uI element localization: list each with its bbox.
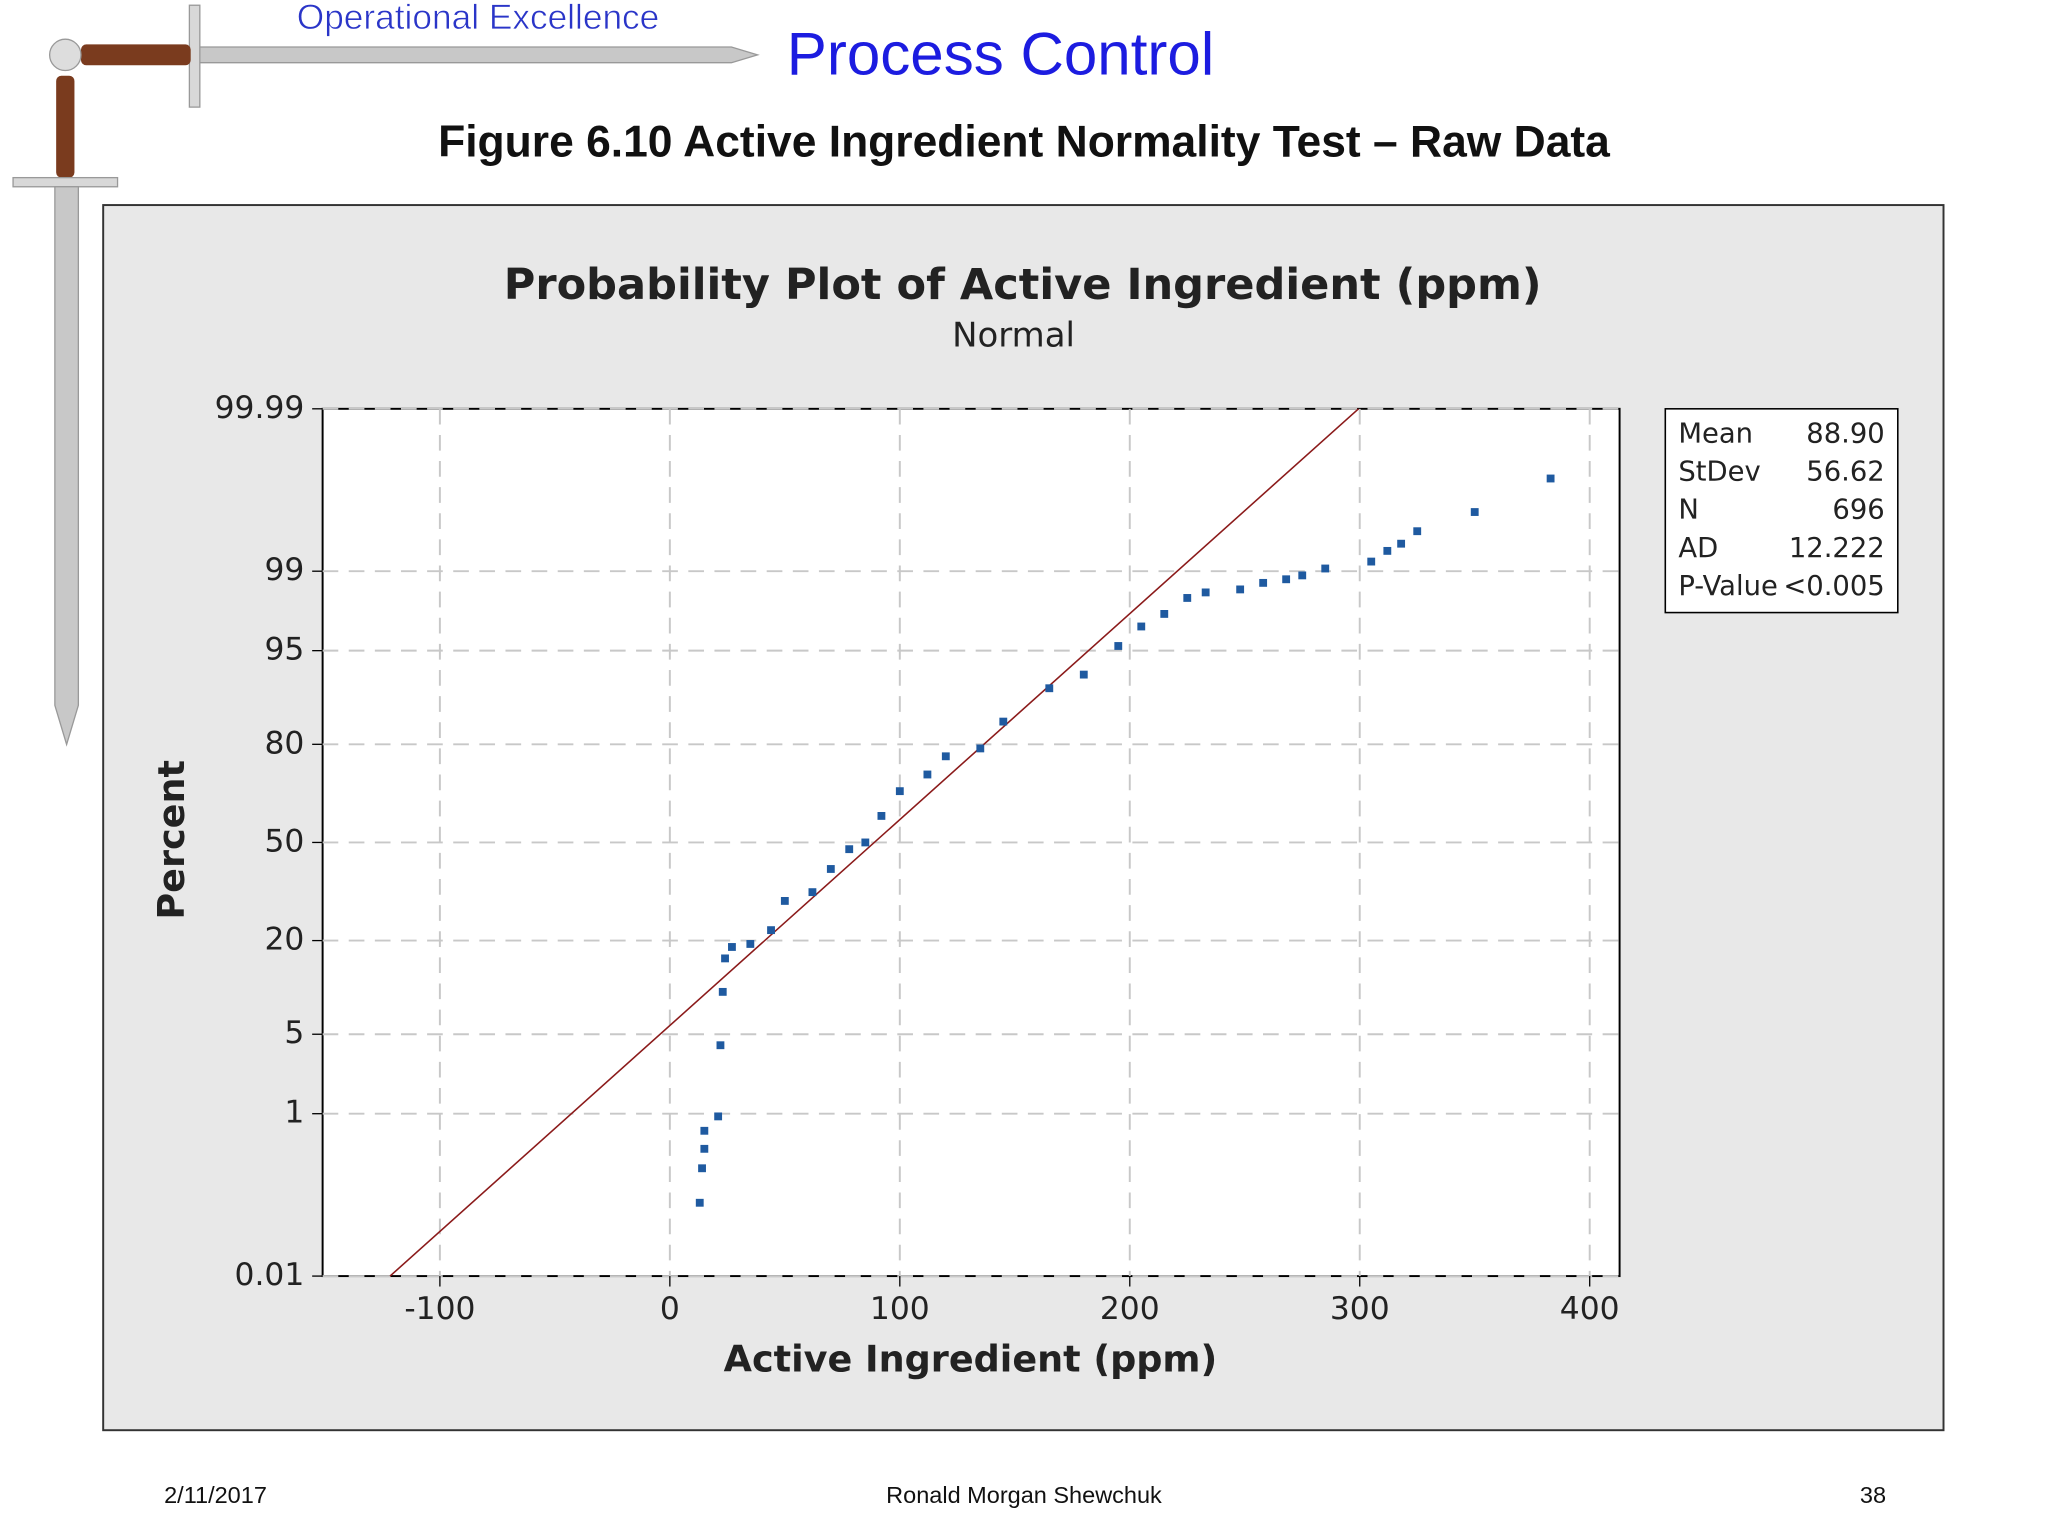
y-tick-label: 95	[264, 632, 304, 668]
x-tick-label: 200	[1100, 1291, 1160, 1327]
data-point	[700, 1126, 709, 1135]
data-point	[714, 1112, 723, 1121]
data-point	[999, 717, 1008, 726]
stat-name: AD	[1678, 533, 1718, 564]
slide-title: Process Control	[787, 21, 1214, 88]
figure-caption: Figure 6.10 Active Ingredient Normality …	[438, 118, 1610, 167]
data-point	[1321, 564, 1330, 573]
data-point	[1367, 557, 1376, 566]
data-point	[923, 770, 932, 779]
y-tick-label: 50	[264, 823, 304, 859]
stat-name: N	[1678, 495, 1699, 526]
data-point	[1201, 588, 1210, 597]
data-point	[1114, 642, 1123, 650]
y-axis-label: Percent	[150, 760, 193, 920]
data-point	[861, 838, 870, 847]
x-axis-label: Active Ingredient (ppm)	[724, 1337, 1218, 1380]
data-point	[1259, 578, 1268, 587]
data-point	[700, 1144, 709, 1153]
footer-author: Ronald Morgan Shewchuk	[886, 1482, 1162, 1508]
data-point	[746, 940, 755, 948]
chart-subtitle: Normal	[952, 315, 1075, 355]
data-point	[728, 943, 736, 951]
stat-value: 88.90	[1806, 418, 1884, 449]
data-point	[1045, 684, 1054, 693]
footer-page: 38	[1860, 1482, 1886, 1508]
footer-date: 2/11/2017	[164, 1482, 267, 1508]
data-point	[1160, 610, 1169, 618]
data-point	[895, 787, 904, 796]
y-tick-label: 80	[264, 725, 304, 761]
x-tick-label: 0	[660, 1291, 680, 1327]
stat-value: 56.62	[1806, 457, 1884, 488]
x-tick-label: 300	[1330, 1291, 1390, 1327]
data-point	[698, 1164, 706, 1173]
data-point	[695, 1198, 704, 1207]
brand: Operational Excellence	[297, 0, 660, 37]
data-point	[1282, 575, 1291, 584]
stat-value: 12.222	[1789, 533, 1885, 564]
y-tick-label: 99	[264, 552, 304, 588]
data-point	[877, 811, 886, 820]
data-point	[716, 1041, 725, 1050]
y-tick-label: 0.01	[235, 1257, 305, 1293]
fit-line	[389, 408, 1360, 1277]
data-point	[767, 926, 775, 935]
data-point	[1137, 622, 1146, 631]
stat-name: StDev	[1678, 457, 1760, 488]
data-point	[718, 987, 727, 996]
data-point	[808, 888, 817, 897]
data-point	[826, 865, 835, 873]
stats-box	[1664, 408, 1899, 614]
data-point	[976, 744, 985, 753]
x-tick-label: -100	[404, 1291, 475, 1327]
x-tick-label: 400	[1560, 1291, 1620, 1327]
data-point	[845, 845, 854, 854]
stat-value: <0.005	[1783, 571, 1884, 602]
data-point	[941, 752, 950, 761]
data-point	[1236, 585, 1245, 594]
stat-value: 696	[1832, 495, 1884, 526]
data-point	[780, 897, 789, 905]
y-tick-label: 20	[264, 922, 304, 958]
data-point	[1470, 508, 1479, 516]
data-point	[1298, 571, 1307, 580]
data-point	[1183, 594, 1192, 602]
y-tick-label: 5	[284, 1015, 304, 1051]
y-tick-label: 1	[284, 1095, 304, 1131]
stat-name: Mean	[1678, 418, 1753, 449]
data-point	[1397, 539, 1406, 548]
stat-name: P-Value	[1678, 571, 1777, 602]
plot: 0.01 1 5 20 50 80 95 99 99.99 -100 0 100 200 300 400 Me…	[215, 390, 1885, 1327]
data-point	[1546, 474, 1555, 483]
sword-logo	[12, 4, 760, 747]
y-tick-label: 99.99	[215, 390, 305, 426]
data-point	[721, 954, 729, 963]
data-point	[1413, 527, 1422, 536]
data-point	[1383, 546, 1392, 555]
x-tick-label: 100	[870, 1291, 930, 1327]
chart-title: Probability Plot of Active Ingredient (p…	[504, 260, 1542, 310]
data-point	[1079, 670, 1088, 679]
